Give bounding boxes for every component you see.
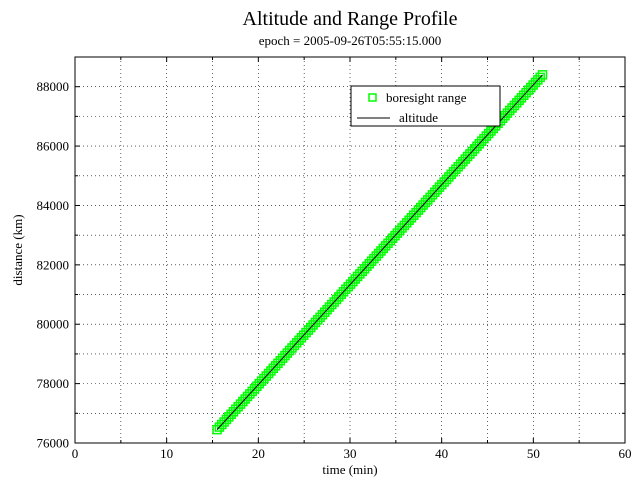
y-tick-label: 88000	[37, 79, 70, 94]
legend-box	[350, 85, 501, 127]
x-tick-label: 10	[160, 446, 173, 461]
x-tick-label: 20	[252, 446, 265, 461]
y-tick-label: 80000	[37, 317, 70, 332]
x-tick-label: 60	[619, 446, 632, 461]
x-tick-label: 30	[344, 446, 357, 461]
x-tick-label: 40	[435, 446, 448, 461]
series-layer	[212, 70, 548, 435]
chart-title: Altitude and Range Profile	[243, 8, 458, 30]
boresight-range-point	[537, 70, 548, 80]
legend-label-boresight-range: boresight range	[386, 90, 467, 105]
x-tick-label: 0	[72, 446, 79, 461]
x-tick-label: 50	[527, 446, 540, 461]
boresight-range-point	[535, 72, 545, 83]
y-tick-label: 78000	[37, 376, 70, 391]
ticks-layer: 0 10 20 30 40 50 60 76000 78000 80000 82000 84000 86…	[37, 57, 632, 461]
y-tick-label: 86000	[37, 139, 70, 154]
y-tick-label: 82000	[37, 257, 70, 272]
y-tick-label: 76000	[37, 436, 70, 451]
altitude-line	[216, 74, 543, 430]
legend: boresight range altitude	[350, 85, 501, 127]
y-tick-label: 84000	[37, 198, 70, 213]
legend-marker-boresight-range	[368, 93, 377, 102]
chart-subtitle: epoch = 2005-09-26T05:55:15.000	[259, 33, 441, 48]
grid-layer	[75, 57, 625, 443]
legend-label-altitude: altitude	[399, 110, 438, 125]
y-axis-label: distance (km)	[10, 214, 25, 285]
x-axis-label: time (min)	[322, 462, 377, 477]
